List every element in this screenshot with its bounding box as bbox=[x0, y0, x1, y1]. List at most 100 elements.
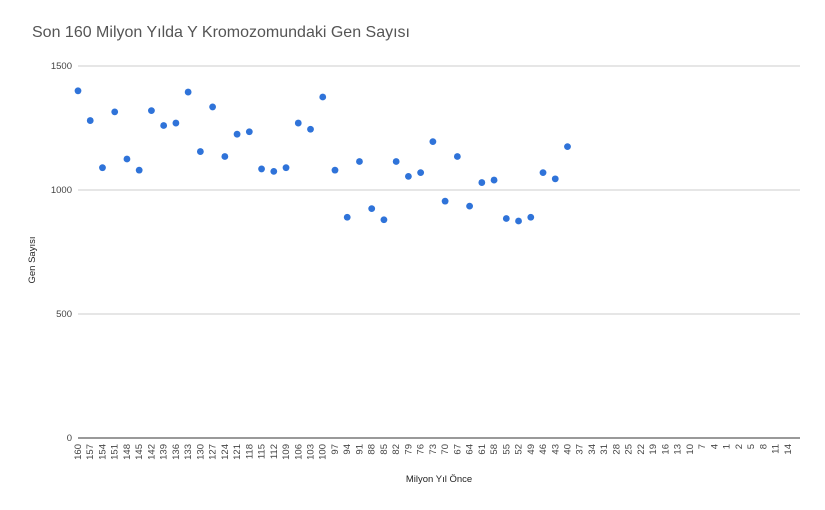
x-tick-label: 46 bbox=[538, 444, 549, 455]
y-tick-label: 500 bbox=[56, 309, 72, 320]
x-tick-label: 97 bbox=[330, 444, 341, 455]
x-tick-label: 121 bbox=[232, 444, 243, 460]
x-tick-label: 14 bbox=[783, 444, 794, 455]
x-tick-label: 145 bbox=[134, 444, 145, 460]
x-tick-label: 11 bbox=[771, 444, 782, 454]
x-tick-label: 70 bbox=[440, 444, 451, 455]
data-point bbox=[441, 197, 449, 205]
data-point bbox=[331, 166, 339, 174]
x-tick-label: 5 bbox=[746, 444, 757, 449]
x-tick-label: 28 bbox=[611, 444, 622, 455]
data-point bbox=[319, 93, 327, 101]
x-tick-label: 22 bbox=[636, 444, 647, 455]
data-point bbox=[245, 128, 253, 136]
data-point bbox=[221, 153, 229, 160]
x-tick-label: 10 bbox=[685, 444, 696, 455]
x-tick-label: 16 bbox=[660, 444, 671, 455]
x-tick-label: 61 bbox=[477, 444, 488, 455]
data-point bbox=[135, 166, 143, 174]
data-point bbox=[564, 143, 571, 151]
data-point bbox=[490, 176, 498, 184]
x-tick-label: 148 bbox=[122, 444, 133, 460]
x-tick-label: 64 bbox=[465, 444, 476, 455]
x-tick-label: 136 bbox=[171, 444, 182, 460]
data-point bbox=[429, 138, 437, 146]
y-tick-label: 0 bbox=[67, 433, 72, 444]
data-point bbox=[209, 103, 217, 111]
x-tick-label: 4 bbox=[709, 444, 720, 449]
x-tick-label: 100 bbox=[318, 444, 329, 460]
x-tick-label: 157 bbox=[85, 444, 96, 460]
x-tick-label: 130 bbox=[195, 444, 206, 460]
x-tick-label: 34 bbox=[587, 444, 598, 455]
data-point bbox=[148, 107, 155, 115]
data-point bbox=[527, 213, 535, 221]
x-tick-label: 67 bbox=[452, 444, 463, 455]
data-point bbox=[502, 215, 510, 222]
data-point bbox=[466, 202, 473, 210]
x-tick-label: 88 bbox=[367, 444, 378, 455]
x-tick-label: 109 bbox=[281, 444, 292, 460]
x-tick-label: 106 bbox=[293, 444, 304, 460]
data-point bbox=[417, 169, 425, 177]
data-point bbox=[123, 155, 131, 163]
data-point bbox=[160, 122, 168, 129]
x-tick-label: 142 bbox=[146, 444, 157, 460]
y-tick-label: 1500 bbox=[51, 61, 72, 72]
data-point bbox=[368, 205, 376, 213]
x-tick-label: 19 bbox=[648, 444, 659, 455]
x-tick-label: 94 bbox=[342, 444, 353, 455]
data-point bbox=[282, 164, 290, 172]
x-tick-label: 52 bbox=[514, 444, 525, 455]
data-point bbox=[74, 87, 82, 95]
x-tick-label: 8 bbox=[758, 444, 769, 449]
data-point bbox=[233, 130, 241, 138]
x-tick-label: 43 bbox=[550, 444, 561, 455]
data-point bbox=[86, 117, 94, 124]
x-tick-label: 151 bbox=[110, 444, 121, 460]
x-tick-label: 58 bbox=[489, 444, 500, 455]
data-point bbox=[343, 213, 351, 221]
x-tick-label: 25 bbox=[624, 444, 635, 455]
data-point bbox=[453, 153, 461, 160]
x-tick-label: 2 bbox=[734, 444, 745, 449]
x-tick-label: 124 bbox=[220, 444, 231, 460]
x-tick-label: 85 bbox=[379, 444, 390, 455]
data-point bbox=[99, 164, 106, 172]
chart-title: Son 160 Milyon Yılda Y Kromozomundaki Ge… bbox=[32, 24, 410, 41]
x-tick-label: 139 bbox=[159, 444, 170, 460]
x-tick-label: 13 bbox=[673, 444, 684, 455]
x-tick-label: 133 bbox=[183, 444, 194, 460]
x-tick-label: 103 bbox=[306, 444, 317, 460]
x-tick-label: 115 bbox=[257, 444, 268, 459]
x-tick-label: 154 bbox=[97, 444, 108, 460]
x-tick-label: 40 bbox=[562, 444, 573, 455]
data-point bbox=[551, 175, 559, 183]
x-tick-label: 82 bbox=[391, 444, 402, 455]
x-tick-label: 49 bbox=[526, 444, 537, 455]
x-tick-label: 160 bbox=[73, 444, 84, 460]
data-point bbox=[184, 88, 192, 96]
data-point bbox=[392, 158, 400, 165]
data-point bbox=[405, 172, 412, 180]
x-tick-label: 31 bbox=[599, 444, 610, 455]
data-point bbox=[515, 217, 522, 225]
x-tick-label: 118 bbox=[244, 444, 255, 459]
x-tick-label: 55 bbox=[501, 444, 512, 455]
data-point bbox=[307, 125, 314, 133]
x-tick-label: 127 bbox=[208, 444, 219, 460]
data-point bbox=[111, 108, 119, 116]
x-axis-title: Milyon Yıl Önce bbox=[406, 474, 472, 485]
data-point bbox=[380, 216, 388, 224]
x-tick-label: 91 bbox=[354, 444, 365, 455]
x-tick-label: 1 bbox=[722, 444, 733, 449]
x-tick-label: 112 bbox=[269, 444, 280, 459]
data-point bbox=[539, 169, 547, 177]
x-tick-label: 79 bbox=[403, 444, 414, 455]
x-tick-label: 7 bbox=[697, 444, 708, 449]
data-point bbox=[270, 168, 278, 175]
y-axis-title: Gen Sayısı bbox=[27, 237, 38, 284]
y-tick-label: 1000 bbox=[51, 185, 72, 196]
x-tick-label: 37 bbox=[575, 444, 586, 455]
